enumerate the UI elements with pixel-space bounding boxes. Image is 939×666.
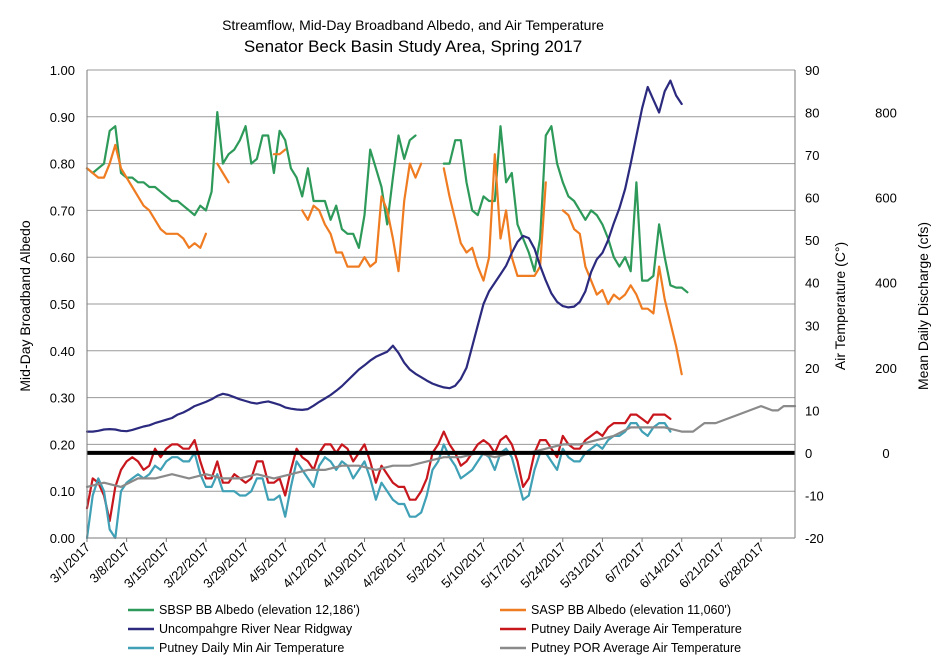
series-line-2 (85, 79, 683, 433)
series-line-3 (85, 413, 672, 523)
y-left-tick-label: 0.80 (50, 157, 75, 172)
x-tick-label: 3/1/2017 (47, 540, 93, 586)
legend: SBSP BB Albedo (elevation 12,186') SASP B… (128, 603, 742, 655)
y-left-tick-label: 0.20 (50, 437, 75, 452)
y-left-tick-label: 0.60 (50, 250, 75, 265)
legend-label: Putney Daily Average Air Temperature (531, 622, 742, 636)
series-line-0 (85, 111, 689, 294)
y-axis-far-right-label: Mean Daily Discharge (cfs) (915, 222, 931, 390)
y-left-tick-label: 0.70 (50, 203, 75, 218)
y-right-tick-label: 70 (805, 148, 819, 163)
y-right-tick-label: 30 (805, 318, 819, 333)
series-line-4 (85, 422, 672, 540)
y-left-tick-label: 0.90 (50, 110, 75, 125)
y-left-tick-label: 0.40 (50, 344, 75, 359)
legend-label: Putney Daily Min Air Temperature (159, 641, 344, 655)
y-left-tick-label: 0.30 (50, 391, 75, 406)
y-right-tick-label: -10 (805, 488, 824, 503)
legend-label: SBSP BB Albedo (elevation 12,186') (159, 603, 360, 617)
y-right-tick-label: 60 (805, 191, 819, 206)
y-right-tick-label: -20 (805, 531, 824, 546)
chart-subtitle: Senator Beck Basin Study Area, Spring 20… (244, 37, 582, 56)
y-axis-right-label: Air Temperature (C°) (832, 242, 848, 370)
y-right-tick-label: 80 (805, 106, 819, 121)
y-far-right-tick-label: 800 (875, 106, 897, 121)
y-far-right-tick-label: 600 (875, 191, 897, 206)
y-axis-left-label: Mid-Day Broadband Albedo (17, 220, 33, 391)
series-lines (85, 79, 797, 540)
y-right-tick-label: 40 (805, 276, 819, 291)
y-right-tick-label: 90 (805, 63, 819, 78)
y-right-tick-label: 20 (805, 361, 819, 376)
y-right-tick-label: 10 (805, 403, 819, 418)
tick-labels: 0.00 0.10 0.20 0.30 0.40 0.50 0.60 0.70 0.80 0.90… (47, 63, 897, 591)
y-far-right-tick-label: 0 (882, 446, 889, 461)
y-right-tick-label: 0 (805, 446, 812, 461)
chart-title: Streamflow, Mid-Day Broadband Albedo, an… (222, 17, 604, 33)
y-far-right-tick-label: 400 (875, 276, 897, 291)
y-left-tick-label: 0.50 (50, 297, 75, 312)
y-far-right-tick-label: 200 (875, 361, 897, 376)
series-line-1 (85, 143, 683, 376)
y-left-tick-label: 0.00 (50, 531, 75, 546)
series-line-5 (85, 405, 797, 488)
legend-label: Putney POR Average Air Temperature (531, 641, 741, 655)
legend-label: Uncompahgre River Near Ridgway (159, 622, 353, 636)
axes (86, 70, 796, 542)
gridlines (87, 69, 795, 539)
y-right-tick-label: 50 (805, 233, 819, 248)
y-left-tick-label: 0.10 (50, 484, 75, 499)
y-left-tick-label: 1.00 (50, 63, 75, 78)
legend-label: SASP BB Albedo (elevation 11,060') (531, 603, 731, 617)
